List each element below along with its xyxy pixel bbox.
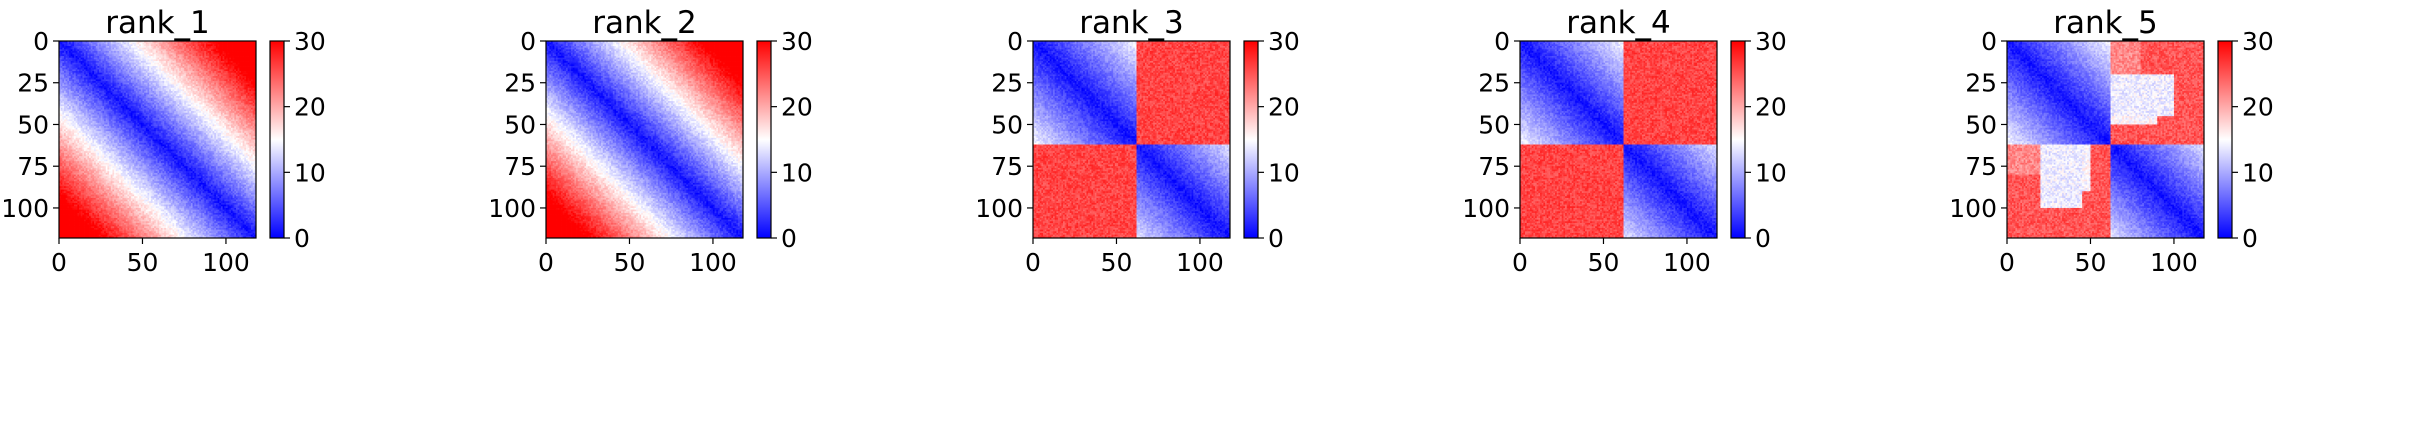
heatmap-cells (59, 41, 256, 238)
chart-title: rank_1 (105, 5, 210, 41)
heatmap-panel-1: rank_1 0 25 50 75 100 0 50 100 0 10 20 30 (0, 0, 487, 438)
